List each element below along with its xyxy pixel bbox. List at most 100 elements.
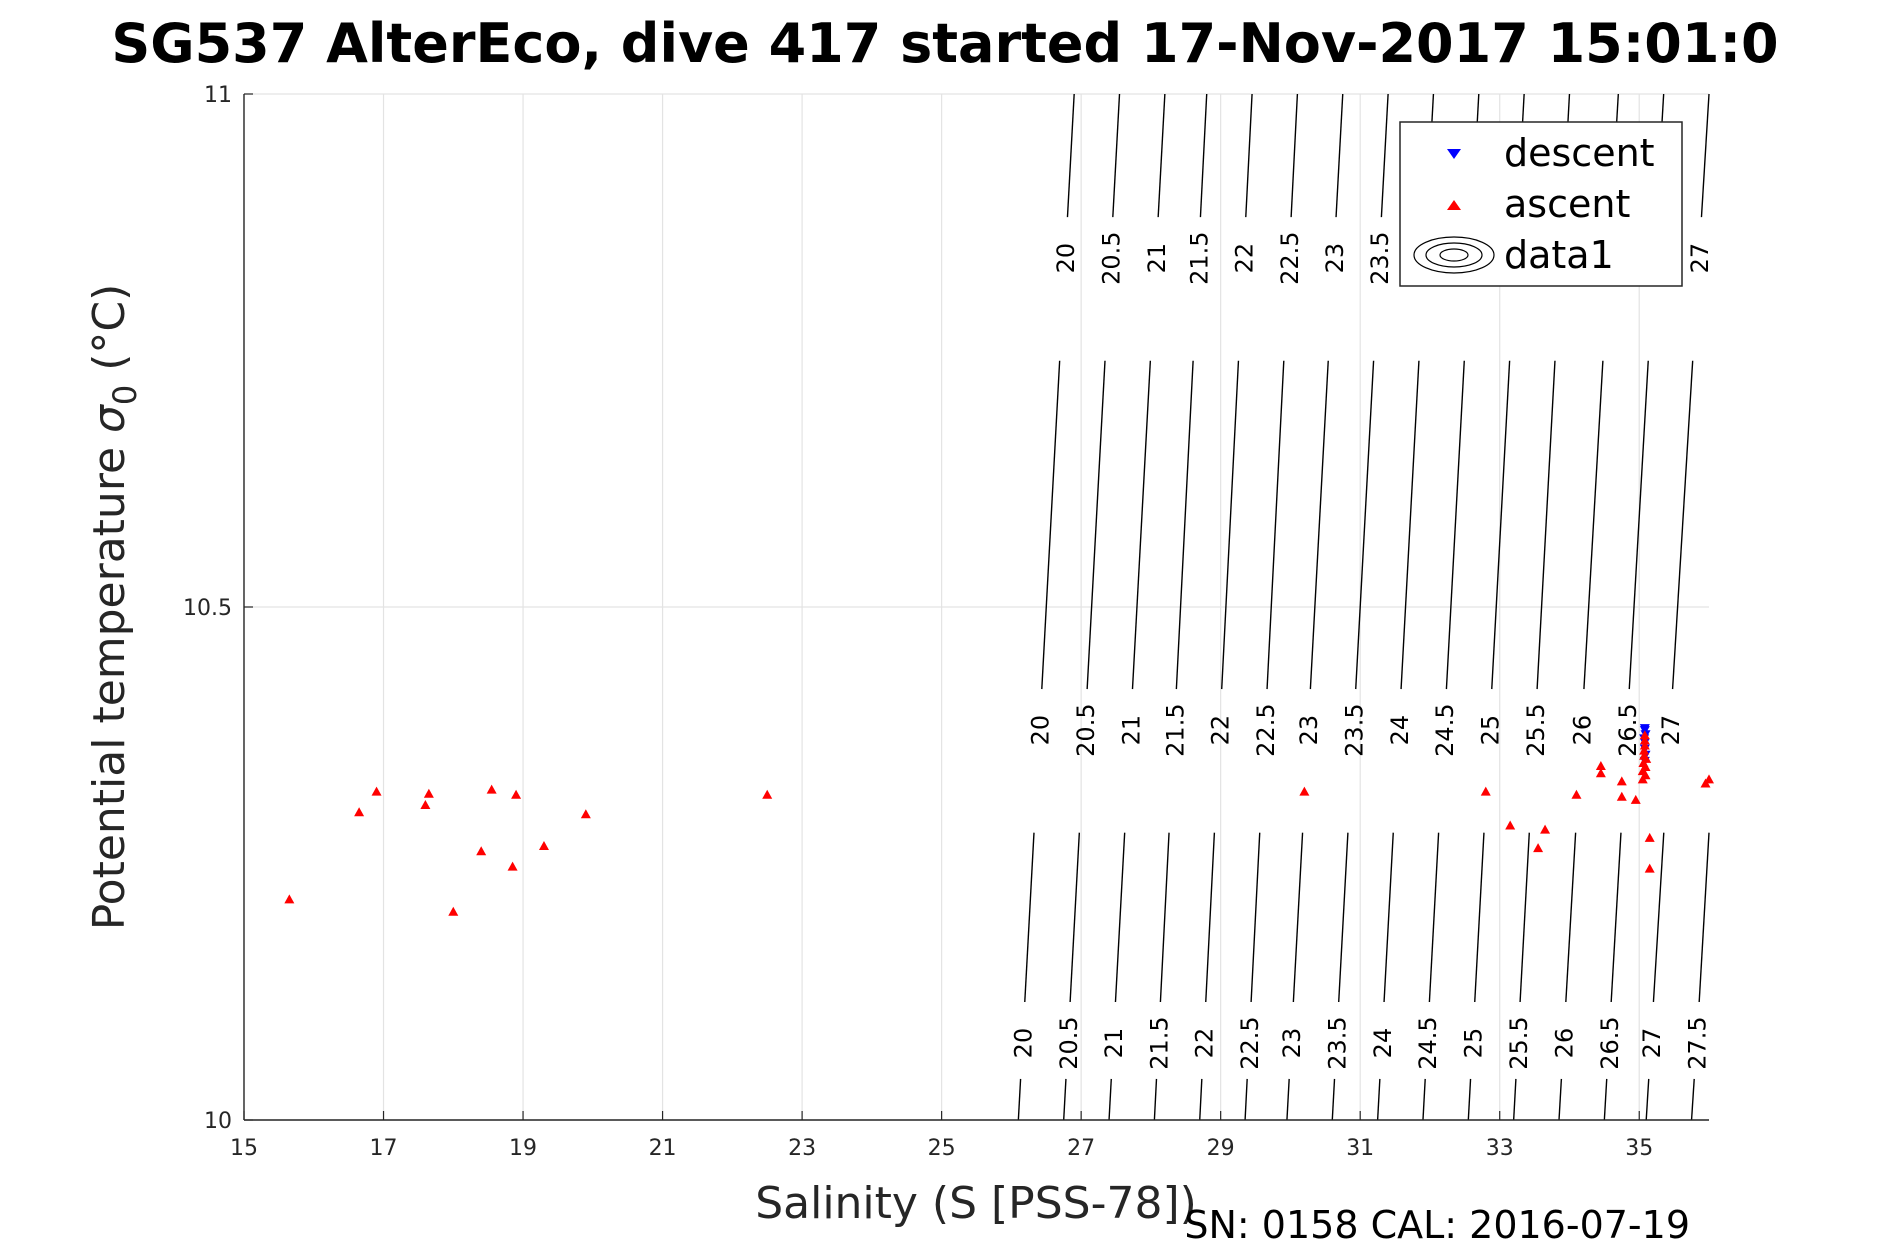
contour-line-segment (1583, 360, 1604, 690)
contour-label: 22.5 (1252, 703, 1280, 756)
contour-line-segment (1690, 1078, 1695, 1121)
contour-line-segment (1041, 360, 1061, 690)
ascent-point (448, 906, 459, 916)
x-tick-label: 17 (370, 1136, 398, 1161)
ascent-point (1639, 730, 1650, 740)
contour-line-segment (1286, 1078, 1290, 1121)
contour-21.5: 21.5 21.5 21.5 (1145, 93, 1213, 1121)
ascent-point (1704, 774, 1714, 784)
contour-label: 26 (1569, 715, 1597, 746)
contour-line-segment (1512, 1078, 1517, 1121)
ascent-point (507, 861, 518, 871)
contour-line-segment (1400, 360, 1420, 690)
y-axis-label-sigma: σ (84, 404, 135, 433)
contour-line-segment (1603, 1078, 1608, 1121)
contour-line-segment (1157, 93, 1166, 218)
contour-label: 25 (1460, 1028, 1488, 1059)
contour-line-segment (1114, 832, 1126, 1003)
contour-line-segment (1474, 832, 1485, 1003)
ascent-point (1299, 786, 1310, 796)
contour-line-segment (1645, 1078, 1650, 1121)
contour-line-segment (1491, 360, 1511, 690)
contour-label: 20 (1010, 1028, 1038, 1059)
contour-line-segment (1355, 360, 1375, 690)
ascent-point (1571, 789, 1582, 799)
ascent-point (1640, 770, 1651, 780)
ascent-point (420, 800, 431, 810)
contour-label: 22 (1231, 243, 1259, 274)
ascent-point (1644, 832, 1655, 842)
y-tick-label: 10.5 (183, 596, 232, 621)
contour-line-segment (1086, 360, 1106, 690)
contour-line-segment (1199, 1078, 1203, 1121)
contour-20: 20 20 20 (1010, 93, 1080, 1121)
ascent-point (476, 846, 487, 856)
contour-27.5: 27.5 (1684, 832, 1712, 1121)
ascent-point (486, 784, 497, 794)
contour-line-segment (1565, 832, 1577, 1003)
contour-label: 26.5 (1614, 703, 1642, 756)
contour-21: 21 21 21 (1100, 93, 1171, 1121)
contour-label: 21.5 (1145, 1016, 1173, 1069)
chart-title: SG537 AlterEco, dive 417 started 17-Nov-… (111, 12, 1778, 75)
contour-label: 20.5 (1072, 703, 1100, 756)
contour-line-segment (1519, 832, 1530, 1003)
contour-label: 23.5 (1323, 1016, 1351, 1069)
legend-descent-label: descent (1504, 131, 1655, 175)
contour-label: 20.5 (1055, 1016, 1083, 1069)
ascent-point (354, 807, 365, 817)
contour-label: 24.5 (1431, 703, 1459, 756)
contour-line-segment (1024, 832, 1035, 1003)
ascent-point (1533, 843, 1544, 853)
contour-23.5: 23.5 23.5 23.5 (1323, 93, 1394, 1121)
contour-line-segment (1290, 93, 1299, 218)
contour-label: 24 (1369, 1028, 1397, 1059)
ascent-point (1595, 768, 1606, 778)
contour-line-segment (1338, 832, 1349, 1003)
contour-line-segment (1422, 1078, 1426, 1121)
contour-line-segment (1017, 1078, 1022, 1121)
legend-box (1399, 121, 1683, 287)
contour-label: 21.5 (1161, 703, 1189, 756)
ascent-point (1595, 761, 1606, 771)
contour-line-segment (1175, 360, 1194, 690)
ascent-point (580, 809, 591, 819)
x-tick-label: 29 (1207, 1136, 1235, 1161)
contour-line-segment (1610, 832, 1622, 1003)
contour-line-segment (1245, 93, 1253, 218)
x-tick-label: 23 (788, 1136, 816, 1161)
contour-label: 27 (1638, 1028, 1666, 1059)
axes: 15 17 19 21 23 25 27 29 31 33 35 10 10.5 11 (183, 83, 1709, 1161)
ascent-point (1480, 786, 1491, 796)
contour-line-segment (1205, 832, 1216, 1003)
ascent-point (1640, 762, 1651, 772)
ascent-point (762, 789, 773, 799)
contour-label: 23 (1321, 243, 1349, 274)
legend: descent ascent data1 (1399, 121, 1683, 287)
ascent-point (1644, 863, 1655, 873)
contour-label: 24.5 (1414, 1016, 1442, 1069)
legend-ascent-marker (1447, 200, 1461, 210)
contour-label: 20.5 (1098, 231, 1126, 284)
contour-line-segment (1309, 360, 1329, 690)
x-tick-label: 21 (649, 1136, 677, 1161)
ascent-point (1616, 776, 1627, 786)
contour-label: 27 (1686, 243, 1714, 274)
contour-label: 27 (1657, 715, 1685, 746)
contour-line-segment (1558, 1078, 1563, 1121)
contour-label: 20 (1027, 715, 1055, 746)
contour-label: 21.5 (1185, 231, 1213, 284)
contour-line-segment (1221, 360, 1240, 690)
contour-label: 22 (1191, 1028, 1219, 1059)
contour-line-segment (1159, 832, 1170, 1003)
x-tick-label: 25 (928, 1136, 956, 1161)
legend-descent-marker (1447, 149, 1461, 159)
contour-label: 26.5 (1596, 1016, 1624, 1069)
ascent-point (1639, 740, 1650, 750)
y-tick-label: 11 (204, 83, 232, 108)
contour-line-segment (1671, 360, 1694, 690)
contour-line-segment (1331, 1078, 1336, 1121)
y-axis-label: Potential temperature σ0 (°C) (84, 284, 144, 931)
series-ascent (284, 730, 1714, 916)
